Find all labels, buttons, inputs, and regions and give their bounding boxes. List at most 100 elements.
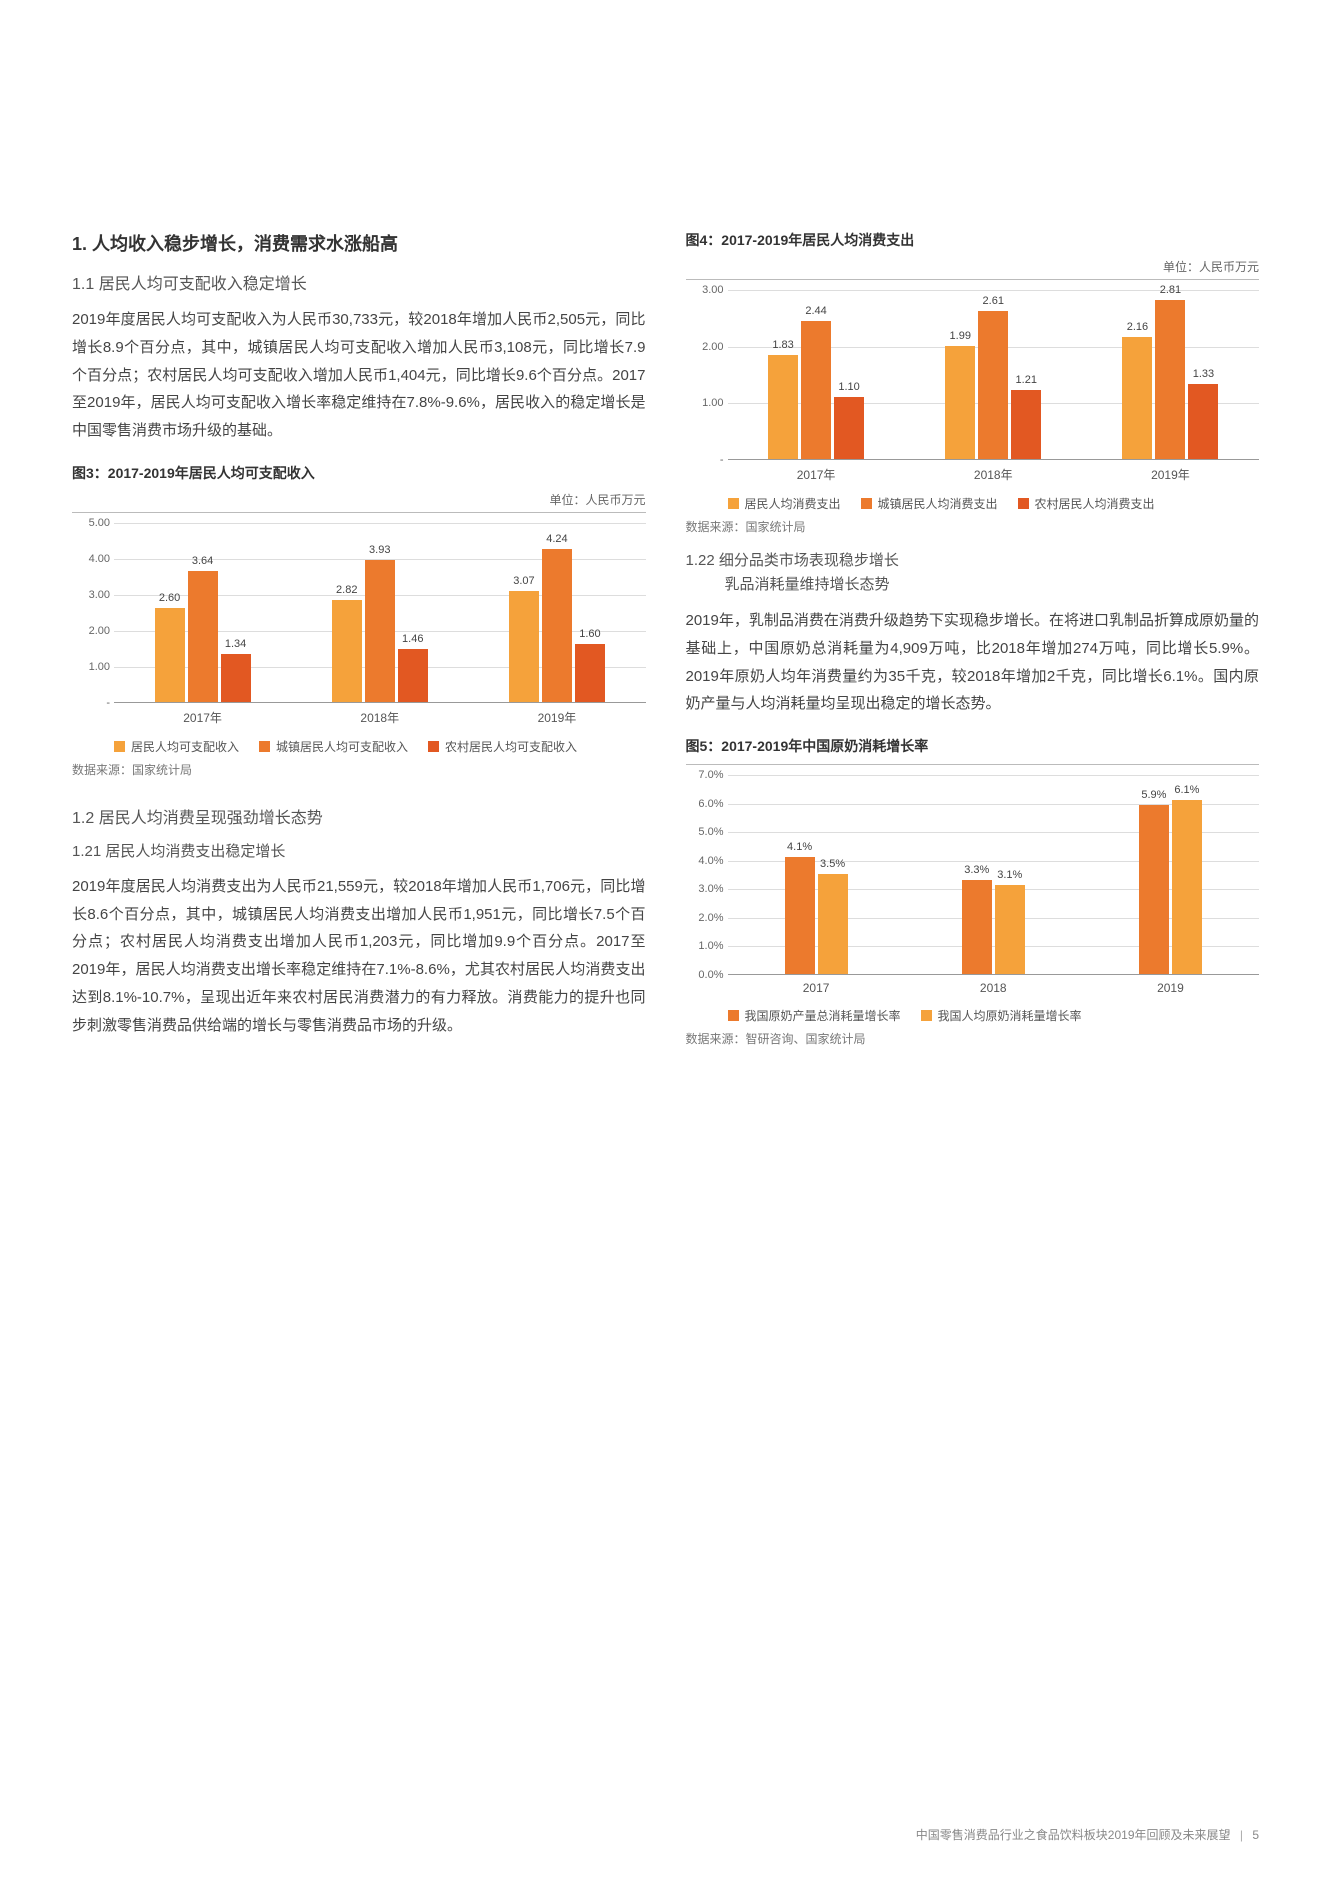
bar: 2.82 [332,600,362,702]
legend-swatch [728,1010,739,1021]
y-axis-label: 2.0% [686,912,724,924]
y-axis-label: 4.00 [72,553,110,565]
chart-plot: -1.002.003.001.832.441.101.992.611.212.1… [728,290,1260,460]
gridline [728,775,1260,776]
bar-value-label: 1.33 [1193,368,1214,380]
x-axis-label: 2018 [905,975,1082,995]
bar: 1.99 [945,346,975,459]
x-axis-labels: 2017年2018年2019年 [728,460,1260,483]
bar: 4.24 [542,549,572,702]
bar-value-label: 2.61 [983,295,1004,307]
bar-value-label: 3.1% [997,869,1022,881]
x-axis-label: 2019年 [468,703,645,726]
bar: 1.10 [834,397,864,459]
chart5-source: 数据来源：智研咨询、国家统计局 [686,1030,1260,1047]
bar-value-label: 1.99 [950,330,971,342]
bar-value-label: 1.46 [402,633,423,645]
legend-swatch [921,1010,932,1021]
bar: 3.93 [365,560,395,701]
bar: 3.1% [995,885,1025,974]
bar: 3.3% [962,880,992,974]
x-axis-label: 2018年 [905,460,1082,483]
bar-value-label: 2.44 [805,305,826,317]
page-footer: 中国零售消费品行业之食品饮料板块2019年回顾及未来展望 | 5 [916,1826,1259,1843]
bar-value-label: 1.34 [225,638,246,650]
y-axis-label: 1.00 [72,661,110,673]
page-content: 1. 人均收入稳步增长，消费需求水涨船高 1.1 居民人均可支配收入稳定增长 2… [72,230,1259,1057]
bar: 1.83 [768,355,798,459]
legend-swatch [259,741,270,752]
chart5-title: 图5：2017-2019年中国原奶消耗增长率 [686,736,1260,756]
y-axis-label: - [72,697,110,709]
bar: 3.64 [188,571,218,702]
y-axis-label: 1.0% [686,940,724,952]
bar-value-label: 6.1% [1174,784,1199,796]
y-axis-label: 0.0% [686,969,724,981]
bar-value-label: 2.60 [159,592,180,604]
right-column: 图4：2017-2019年居民人均消费支出 单位：人民币万元 -1.002.00… [686,230,1260,1057]
bar-group: 2.603.641.34 [114,571,291,702]
bar: 2.16 [1122,337,1152,459]
left-column: 1. 人均收入稳步增长，消费需求水涨船高 1.1 居民人均可支配收入稳定增长 2… [72,230,646,1057]
bar: 2.61 [978,311,1008,459]
legend-label: 城镇居民人均消费支出 [878,495,998,512]
bar-group: 2.823.931.46 [291,560,468,701]
chart3-title: 图3：2017-2019年居民人均可支配收入 [72,463,646,483]
chart4-source: 数据来源：国家统计局 [686,518,1260,535]
subsection-1-2-title: 1.2 居民人均消费呈现强劲增长态势 [72,804,646,828]
chart-legend: 居民人均消费支出城镇居民人均消费支出农村居民人均消费支出 [728,495,1260,512]
y-axis-label: 4.0% [686,855,724,867]
chart-legend: 居民人均可支配收入城镇居民人均可支配收入农村居民人均可支配收入 [114,738,646,755]
gridline [114,523,646,524]
section-heading: 1. 人均收入稳步增长，消费需求水涨船高 [72,230,646,256]
footer-divider: | [1240,1828,1243,1842]
bar-value-label: 3.64 [192,555,213,567]
y-axis-label: 3.00 [72,589,110,601]
bar: 1.60 [575,644,605,702]
bar-value-label: 1.10 [838,381,859,393]
chart5: 0.0%1.0%2.0%3.0%4.0%5.0%6.0%7.0%4.1%3.5%… [686,764,1260,1024]
legend-swatch [428,741,439,752]
bar: 5.9% [1139,805,1169,974]
chart3-source: 数据来源：国家统计局 [72,761,646,778]
bar-value-label: 3.3% [964,864,989,876]
bar-value-label: 1.60 [579,628,600,640]
bar: 2.44 [801,321,831,459]
legend-item: 我国人均原奶消耗量增长率 [921,1007,1082,1024]
bar: 3.5% [818,874,848,974]
chart-plot: -1.002.003.004.005.002.603.641.342.823.9… [114,523,646,703]
x-axis-labels: 2017年2018年2019年 [114,703,646,726]
bar-value-label: 4.24 [546,533,567,545]
bar-group: 1.832.441.10 [728,321,905,459]
legend-label: 农村居民人均消费支出 [1035,495,1155,512]
y-axis-label: 5.00 [72,517,110,529]
x-axis-label: 2017年 [114,703,291,726]
bar: 3.07 [509,591,539,702]
subsection-1-1-body: 2019年度居民人均可支配收入为人民币30,733元，较2018年增加人民币2,… [72,306,646,445]
legend-label: 居民人均可支配收入 [131,738,239,755]
bar-value-label: 2.82 [336,584,357,596]
bar: 1.46 [398,649,428,702]
legend-item: 农村居民人均消费支出 [1018,495,1155,512]
y-axis-label: 2.00 [72,625,110,637]
subsection-1-22-line1: 1.22 细分品类市场表现稳步增长 [686,552,899,569]
subsection-1-21-title: 1.21 居民人均消费支出稳定增长 [72,840,646,861]
bar-value-label: 3.93 [369,544,390,556]
legend-item: 居民人均可支配收入 [114,738,239,755]
chart3-unit: 单位：人民币万元 [72,491,646,508]
legend-label: 农村居民人均可支配收入 [445,738,577,755]
y-axis-label: 1.00 [686,397,724,409]
y-axis-label: 7.0% [686,769,724,781]
x-axis-label: 2018年 [291,703,468,726]
legend-item: 我国原奶产量总消耗量增长率 [728,1007,901,1024]
legend-item: 农村居民人均可支配收入 [428,738,577,755]
bar-value-label: 2.81 [1160,284,1181,296]
bar-value-label: 1.21 [1016,374,1037,386]
legend-swatch [1018,498,1029,509]
subsection-1-22-title: 1.22 细分品类市场表现稳步增长 乳品消耗量维持增长态势 [686,549,1260,597]
bar: 1.34 [221,654,251,702]
chart3: -1.002.003.004.005.002.603.641.342.823.9… [72,512,646,755]
y-axis-label: 5.0% [686,826,724,838]
bar-group: 3.074.241.60 [468,549,645,702]
x-axis-label: 2019年 [1082,460,1259,483]
